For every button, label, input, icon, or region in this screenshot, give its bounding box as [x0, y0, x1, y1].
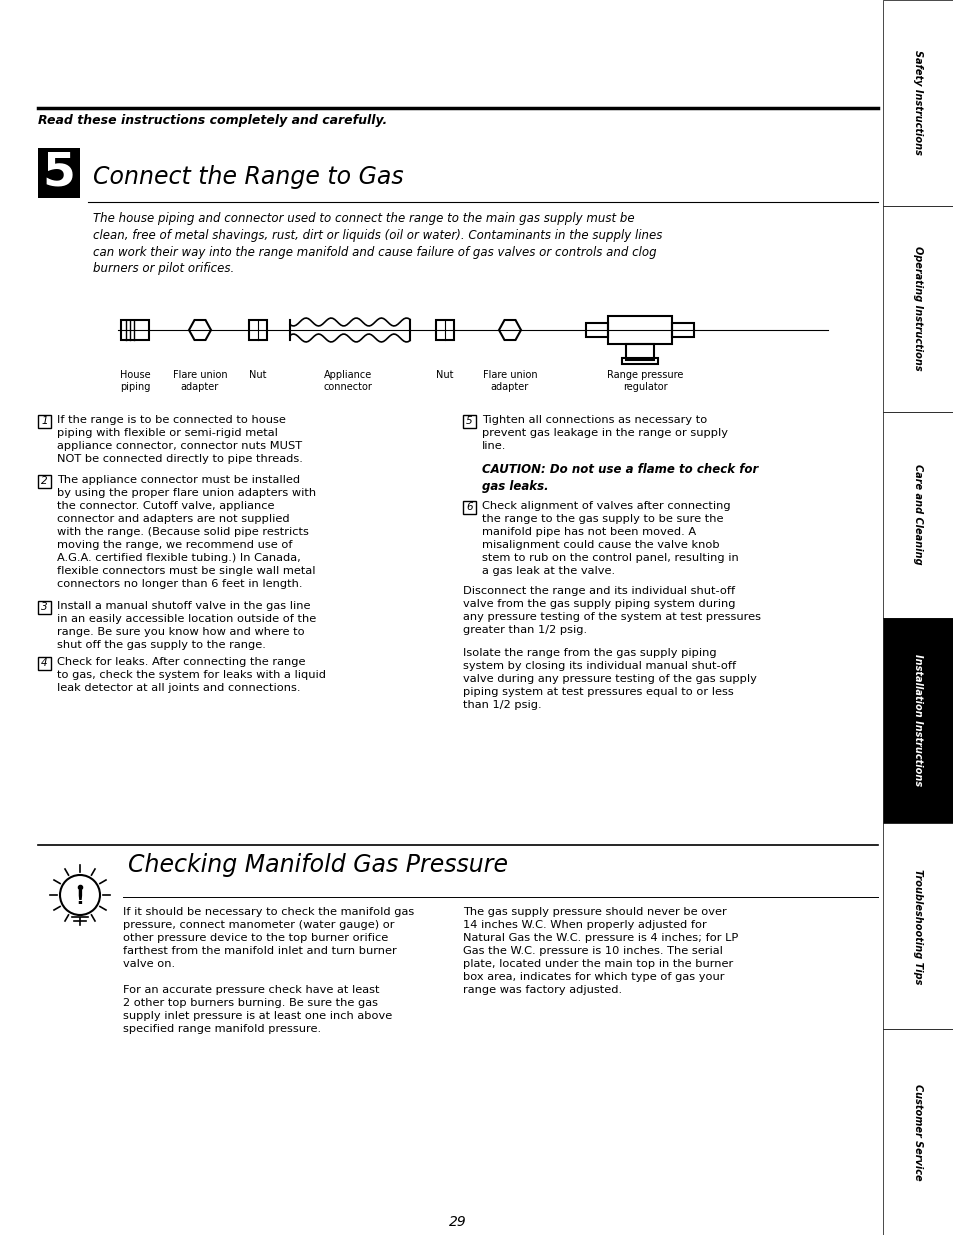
Text: The appliance connector must be installed
by using the proper flare union adapte: The appliance connector must be installe… [57, 475, 315, 589]
Bar [621, 358, 658, 364]
Text: Check alignment of valves after connecting
the range to the gas supply to be sur: Check alignment of valves after connecti… [481, 501, 738, 577]
Bar [121, 320, 149, 340]
Text: The gas supply pressure should never be over
14 inches W.C. When properly adjust: The gas supply pressure should never be … [462, 906, 738, 995]
Text: For an accurate pressure check have at least
2 other top burners burning. Be sur: For an accurate pressure check have at l… [123, 986, 392, 1034]
Text: House
piping: House piping [119, 370, 151, 393]
Text: The house piping and connector used to connect the range to the main gas supply : The house piping and connector used to c… [92, 212, 661, 275]
Text: Nut: Nut [249, 370, 267, 380]
Text: Tighten all connections as necessary to
prevent gas leakage in the range or supp: Tighten all connections as necessary to … [481, 415, 727, 451]
Bar [436, 320, 454, 340]
Text: 5: 5 [466, 416, 473, 426]
Text: Step: Step [38, 148, 72, 161]
Text: Nut: Nut [436, 370, 454, 380]
Text: Care and Cleaning: Care and Cleaning [913, 464, 923, 564]
Text: Read these instructions completely and carefully.: Read these instructions completely and c… [38, 114, 387, 127]
Text: 4: 4 [41, 658, 48, 668]
Text: Safety Instructions: Safety Instructions [913, 51, 923, 156]
Text: Checking Manifold Gas Pressure: Checking Manifold Gas Pressure [128, 853, 507, 877]
Bar [882, 618, 953, 824]
Bar [462, 501, 476, 514]
Text: Disconnect the range and its individual shut-off
valve from the gas supply pipin: Disconnect the range and its individual … [462, 585, 760, 635]
Text: Install a manual shutoff valve in the gas line
in an easily accessible location : Install a manual shutoff valve in the ga… [57, 601, 315, 650]
Bar [585, 324, 607, 337]
Text: 2: 2 [41, 477, 48, 487]
Text: Customer Service: Customer Service [913, 1084, 923, 1181]
Text: Operating Instructions: Operating Instructions [913, 247, 923, 370]
Bar [607, 316, 671, 345]
Bar [882, 824, 953, 1029]
Bar [462, 415, 476, 429]
Bar [625, 345, 654, 359]
Bar [38, 148, 80, 198]
Text: Installation Instructions: Installation Instructions [913, 655, 923, 787]
Text: Connect the Range to Gas: Connect the Range to Gas [92, 165, 403, 189]
Text: 29: 29 [449, 1215, 466, 1229]
Bar [671, 324, 693, 337]
Bar [38, 657, 51, 671]
Text: Flare union
adapter: Flare union adapter [482, 370, 537, 393]
Bar [882, 411, 953, 618]
Text: 3: 3 [41, 603, 48, 613]
Bar [249, 320, 267, 340]
Text: Check for leaks. After connecting the range
to gas, check the system for leaks w: Check for leaks. After connecting the ra… [57, 657, 326, 693]
Text: If it should be necessary to check the manifold gas
pressure, connect manometer : If it should be necessary to check the m… [123, 906, 414, 969]
Text: Appliance
connector: Appliance connector [323, 370, 372, 393]
Bar [38, 415, 51, 429]
Bar [882, 206, 953, 411]
Text: 6: 6 [466, 503, 473, 513]
Bar [882, 1029, 953, 1235]
Text: 1: 1 [41, 416, 48, 426]
Text: CAUTION: Do not use a flame to check for
gas leaks.: CAUTION: Do not use a flame to check for… [481, 463, 758, 493]
Text: Isolate the range from the gas supply piping
system by closing its individual ma: Isolate the range from the gas supply pi… [462, 648, 756, 710]
Bar [38, 601, 51, 614]
Text: 5: 5 [43, 151, 75, 195]
Text: Range pressure
regulator: Range pressure regulator [606, 370, 682, 393]
Bar [882, 0, 953, 206]
Bar [38, 475, 51, 488]
Text: Flare union
adapter: Flare union adapter [172, 370, 227, 393]
Text: !: ! [75, 888, 85, 908]
Text: Troubleshooting Tips: Troubleshooting Tips [913, 868, 923, 984]
Text: If the range is to be connected to house
piping with flexible or semi-rigid meta: If the range is to be connected to house… [57, 415, 302, 464]
